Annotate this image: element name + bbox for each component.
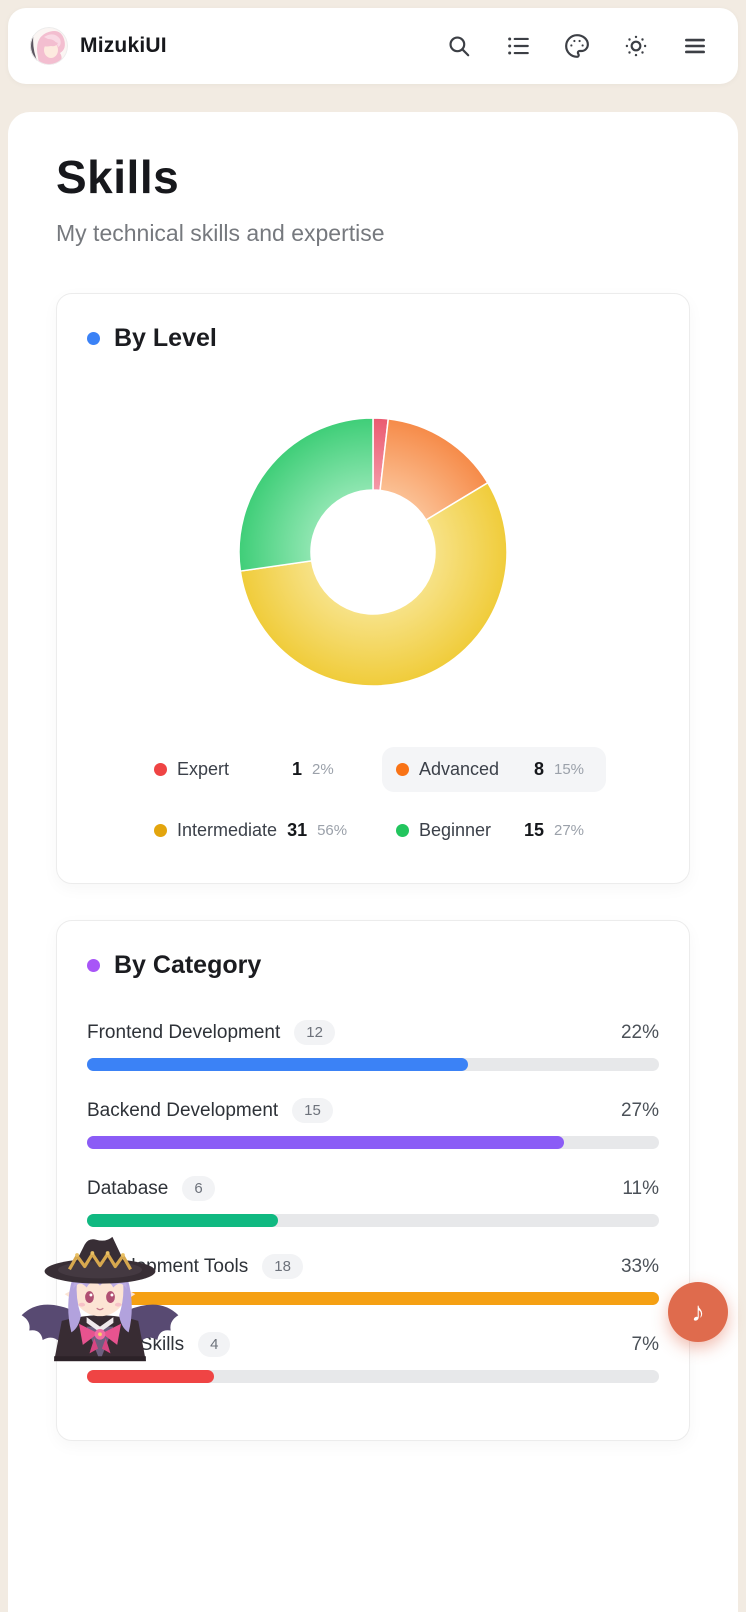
legend-label: Advanced <box>419 759 500 779</box>
brand-title: MizukiUI <box>80 34 167 57</box>
category-label: Frontend Development <box>87 1021 281 1043</box>
list-button[interactable] <box>505 33 531 59</box>
level-donut-chart-area[interactable] <box>87 407 659 697</box>
progress-bar-track <box>87 1292 659 1305</box>
progress-bar-track <box>87 1370 659 1383</box>
category-count-badge: 4 <box>198 1332 231 1357</box>
list-icon <box>508 37 529 55</box>
category-label: Backend Development <box>87 1099 279 1121</box>
legend-dot-expert <box>154 763 167 776</box>
brand[interactable]: MizukiUI <box>30 27 167 65</box>
brand-avatar <box>30 27 68 65</box>
legend-label: Expert <box>177 759 230 779</box>
legend-percent: 56% <box>317 822 348 839</box>
theme-palette-button[interactable] <box>564 33 590 59</box>
legend-label: Beginner <box>419 820 492 840</box>
music-note-icon: ♪ <box>691 1296 705 1327</box>
legend-percent: 2% <box>312 761 334 778</box>
legend-dot-beginner <box>396 824 409 837</box>
category-percent: 22% <box>620 1021 659 1043</box>
legend-dot-intermediate <box>154 824 167 837</box>
legend-count: 1 <box>291 759 302 779</box>
category-count-badge: 12 <box>294 1020 335 1045</box>
brightness-toggle-button[interactable] <box>623 33 649 59</box>
witch-girl-mascot-image <box>21 1236 179 1362</box>
by-level-title: By Level <box>114 324 217 352</box>
legend-count: 31 <box>287 820 308 840</box>
by-category-panel: By Category Frontend Development 12 22% … <box>56 920 690 1441</box>
legend-percent: 15% <box>554 761 585 778</box>
category-row-backend: Backend Development 15 27% <box>87 1098 659 1149</box>
search-button[interactable] <box>446 33 472 59</box>
by-level-title-row: By Level <box>87 324 659 353</box>
menu-button[interactable] <box>682 33 708 59</box>
page-subtitle: My technical skills and expertise <box>56 220 385 246</box>
legend-item-intermediate[interactable]: Intermediate 31 56% <box>140 808 364 853</box>
category-row-devtools: Development Tools 18 33% <box>87 1254 659 1305</box>
music-player-fab[interactable]: ♪ <box>668 1282 728 1342</box>
level-legend: Expert 1 2% Advanced 8 15% Intermediate … <box>87 747 659 853</box>
level-donut-chart[interactable] <box>228 407 518 697</box>
palette-icon <box>565 34 589 58</box>
progress-bar-track <box>87 1058 659 1071</box>
category-row-database: Database 6 11% <box>87 1176 659 1227</box>
progress-bar-fill <box>87 1214 278 1227</box>
legend-dot-advanced <box>396 763 409 776</box>
legend-label: Intermediate <box>177 820 278 840</box>
progress-bar-fill <box>87 1370 215 1383</box>
avatar-image <box>30 27 68 65</box>
category-percent: 27% <box>620 1099 659 1121</box>
legend-item-beginner[interactable]: Beginner 15 27% <box>382 808 606 853</box>
page-title: Skills <box>56 151 180 203</box>
by-category-title-dot <box>87 959 100 972</box>
progress-bar-track <box>87 1136 659 1149</box>
category-percent: 33% <box>620 1255 659 1277</box>
hamburger-menu-icon <box>685 38 705 54</box>
legend-count: 8 <box>533 759 544 779</box>
category-label: Database <box>87 1177 169 1199</box>
progress-bar-fill <box>87 1058 469 1071</box>
sun-icon <box>625 35 647 57</box>
search-icon <box>449 36 470 57</box>
legend-item-advanced[interactable]: Advanced 8 15% <box>382 747 606 792</box>
legend-count: 15 <box>523 820 544 840</box>
category-percent: 7% <box>631 1333 659 1355</box>
by-level-panel: By Level Expert 1 2% Advanced 8 15% Inte… <box>56 293 690 884</box>
category-count-badge: 6 <box>182 1176 215 1201</box>
main-content-card: Skills My technical skills and expertise… <box>8 112 738 1612</box>
progress-bar-fill <box>87 1292 659 1305</box>
category-row-frontend: Frontend Development 12 22% <box>87 1020 659 1071</box>
by-level-title-dot <box>87 332 100 345</box>
category-percent: 11% <box>622 1177 659 1199</box>
by-category-title: By Category <box>114 951 262 979</box>
navbar: MizukiUI <box>8 8 738 84</box>
by-category-title-row: By Category <box>87 951 659 980</box>
navbar-actions <box>446 33 708 59</box>
progress-bar-fill <box>87 1136 564 1149</box>
legend-percent: 27% <box>554 822 585 839</box>
category-count-badge: 18 <box>262 1254 303 1279</box>
mascot-widget[interactable] <box>14 1234 186 1362</box>
legend-item-expert[interactable]: Expert 1 2% <box>140 747 364 792</box>
category-count-badge: 15 <box>292 1098 333 1123</box>
progress-bar-track <box>87 1214 659 1227</box>
